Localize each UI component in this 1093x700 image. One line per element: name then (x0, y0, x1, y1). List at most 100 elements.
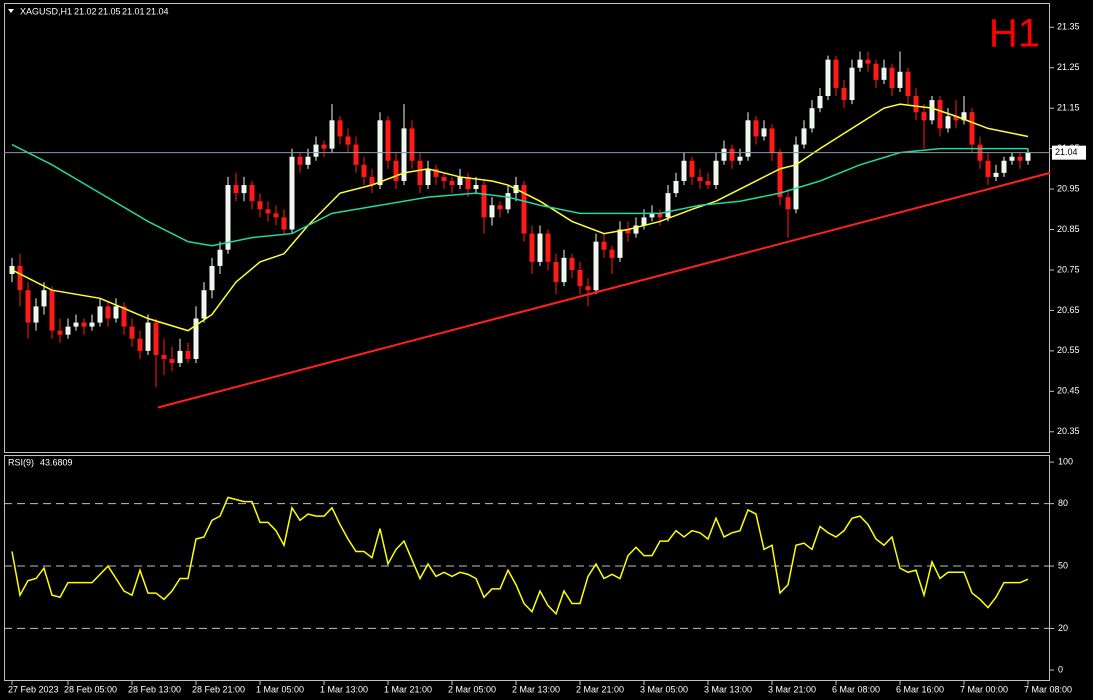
candle-body (265, 209, 271, 214)
x-tick-label: 2 Mar 21:00 (576, 684, 624, 694)
symbol-title: XAGUSD,H1 (20, 6, 72, 16)
candle-body (753, 120, 759, 137)
x-tick-label: 1 Mar 13:00 (320, 684, 368, 694)
candle-body (985, 160, 991, 177)
candle-body (545, 233, 551, 262)
candle-body (225, 185, 231, 250)
rsi-last-value: 43.6809 (40, 457, 73, 467)
candle-body (569, 257, 575, 270)
candle-body (129, 326, 135, 339)
price-pane-border (4, 3, 1050, 453)
rsi-title: RSI(9) (8, 457, 34, 467)
candle-body (137, 338, 143, 351)
candle-body (441, 176, 447, 181)
candle-body (881, 67, 887, 80)
candle-body (161, 354, 167, 359)
candle-body (873, 63, 879, 80)
candle-body (209, 265, 215, 291)
candle-body (849, 67, 855, 101)
candle-body (41, 290, 47, 307)
candle-body (49, 290, 55, 331)
candle-body (657, 213, 663, 218)
candle-body (417, 160, 423, 186)
candle-body (649, 213, 655, 218)
candle-body (233, 185, 239, 194)
candle-body (89, 322, 95, 327)
candle-body (329, 120, 335, 149)
candle-body (681, 160, 687, 181)
candle-body (825, 59, 831, 97)
candle-body (689, 160, 695, 177)
candle-body (113, 306, 119, 319)
candle-body (193, 318, 199, 359)
candle-body (305, 156, 311, 165)
candle-body (833, 59, 839, 88)
candle-body (257, 201, 263, 210)
x-tick-label: 3 Mar 05:00 (640, 684, 688, 694)
candle-body (241, 185, 247, 194)
ohlc-low: 21.01 (122, 6, 145, 16)
x-tick-label: 3 Mar 13:00 (704, 684, 752, 694)
candle-body (841, 87, 847, 101)
candle-body (625, 229, 631, 234)
candle-body (721, 148, 727, 161)
candle-body (961, 112, 967, 121)
candle-body (489, 205, 495, 218)
x-tick-label: 7 Mar 00:00 (960, 684, 1008, 694)
x-tick-label: 27 Feb 2023 (8, 684, 59, 694)
candle-body (801, 128, 807, 145)
candle-body (817, 96, 823, 109)
candle-body (177, 350, 183, 364)
candle-body (465, 176, 471, 190)
ohlc-high: 21.05 (98, 6, 121, 16)
y-tick-label: 50 (1058, 560, 1068, 570)
x-tick-label: 6 Mar 16:00 (896, 684, 944, 694)
candle-body (921, 112, 927, 121)
candle-body (529, 233, 535, 262)
candle-body (865, 59, 871, 64)
candle-body (665, 193, 671, 218)
moving-average (11, 143, 1028, 247)
candle-body (65, 326, 71, 335)
candle-body (1009, 156, 1015, 161)
y-tick-label: 80 (1058, 498, 1068, 508)
candle-body (345, 136, 351, 145)
candle-body (505, 193, 511, 210)
plot-layer (4, 51, 1051, 629)
candle-body (737, 156, 743, 161)
candle-body (449, 180, 455, 186)
candle-body (481, 185, 487, 218)
candle-body (905, 71, 911, 97)
y-tick-label: 100 (1058, 456, 1073, 466)
x-tick-label: 2 Mar 13:00 (512, 684, 560, 694)
candle-body (217, 249, 223, 266)
candle-body (201, 290, 207, 319)
candle-body (185, 350, 191, 359)
candle-body (993, 172, 999, 177)
y-tick-label: 20.55 (1057, 345, 1080, 355)
y-tick-label: 20.85 (1057, 224, 1080, 234)
candle-body (553, 261, 559, 283)
candle-body (729, 148, 735, 161)
candle-body (1025, 152, 1031, 161)
menu-triangle[interactable] (8, 9, 14, 13)
candle-body (169, 358, 175, 364)
y-tick-label: 20.95 (1057, 183, 1080, 193)
y-tick-label: 20.75 (1057, 264, 1080, 274)
candle-body (897, 71, 903, 88)
candle-body (457, 176, 463, 186)
candle-body (889, 67, 895, 88)
candle-body (697, 176, 703, 181)
candle-body (361, 164, 367, 177)
candle-body (745, 120, 751, 157)
candle-body (385, 120, 391, 161)
candle-body (153, 322, 159, 355)
candle-body (369, 176, 375, 186)
candle-body (769, 128, 775, 153)
candle-body (761, 128, 767, 137)
y-tick-label: 20.65 (1057, 305, 1080, 315)
ohlc-close: 21.04 (146, 6, 169, 16)
x-tick-label: 2 Mar 05:00 (448, 684, 496, 694)
